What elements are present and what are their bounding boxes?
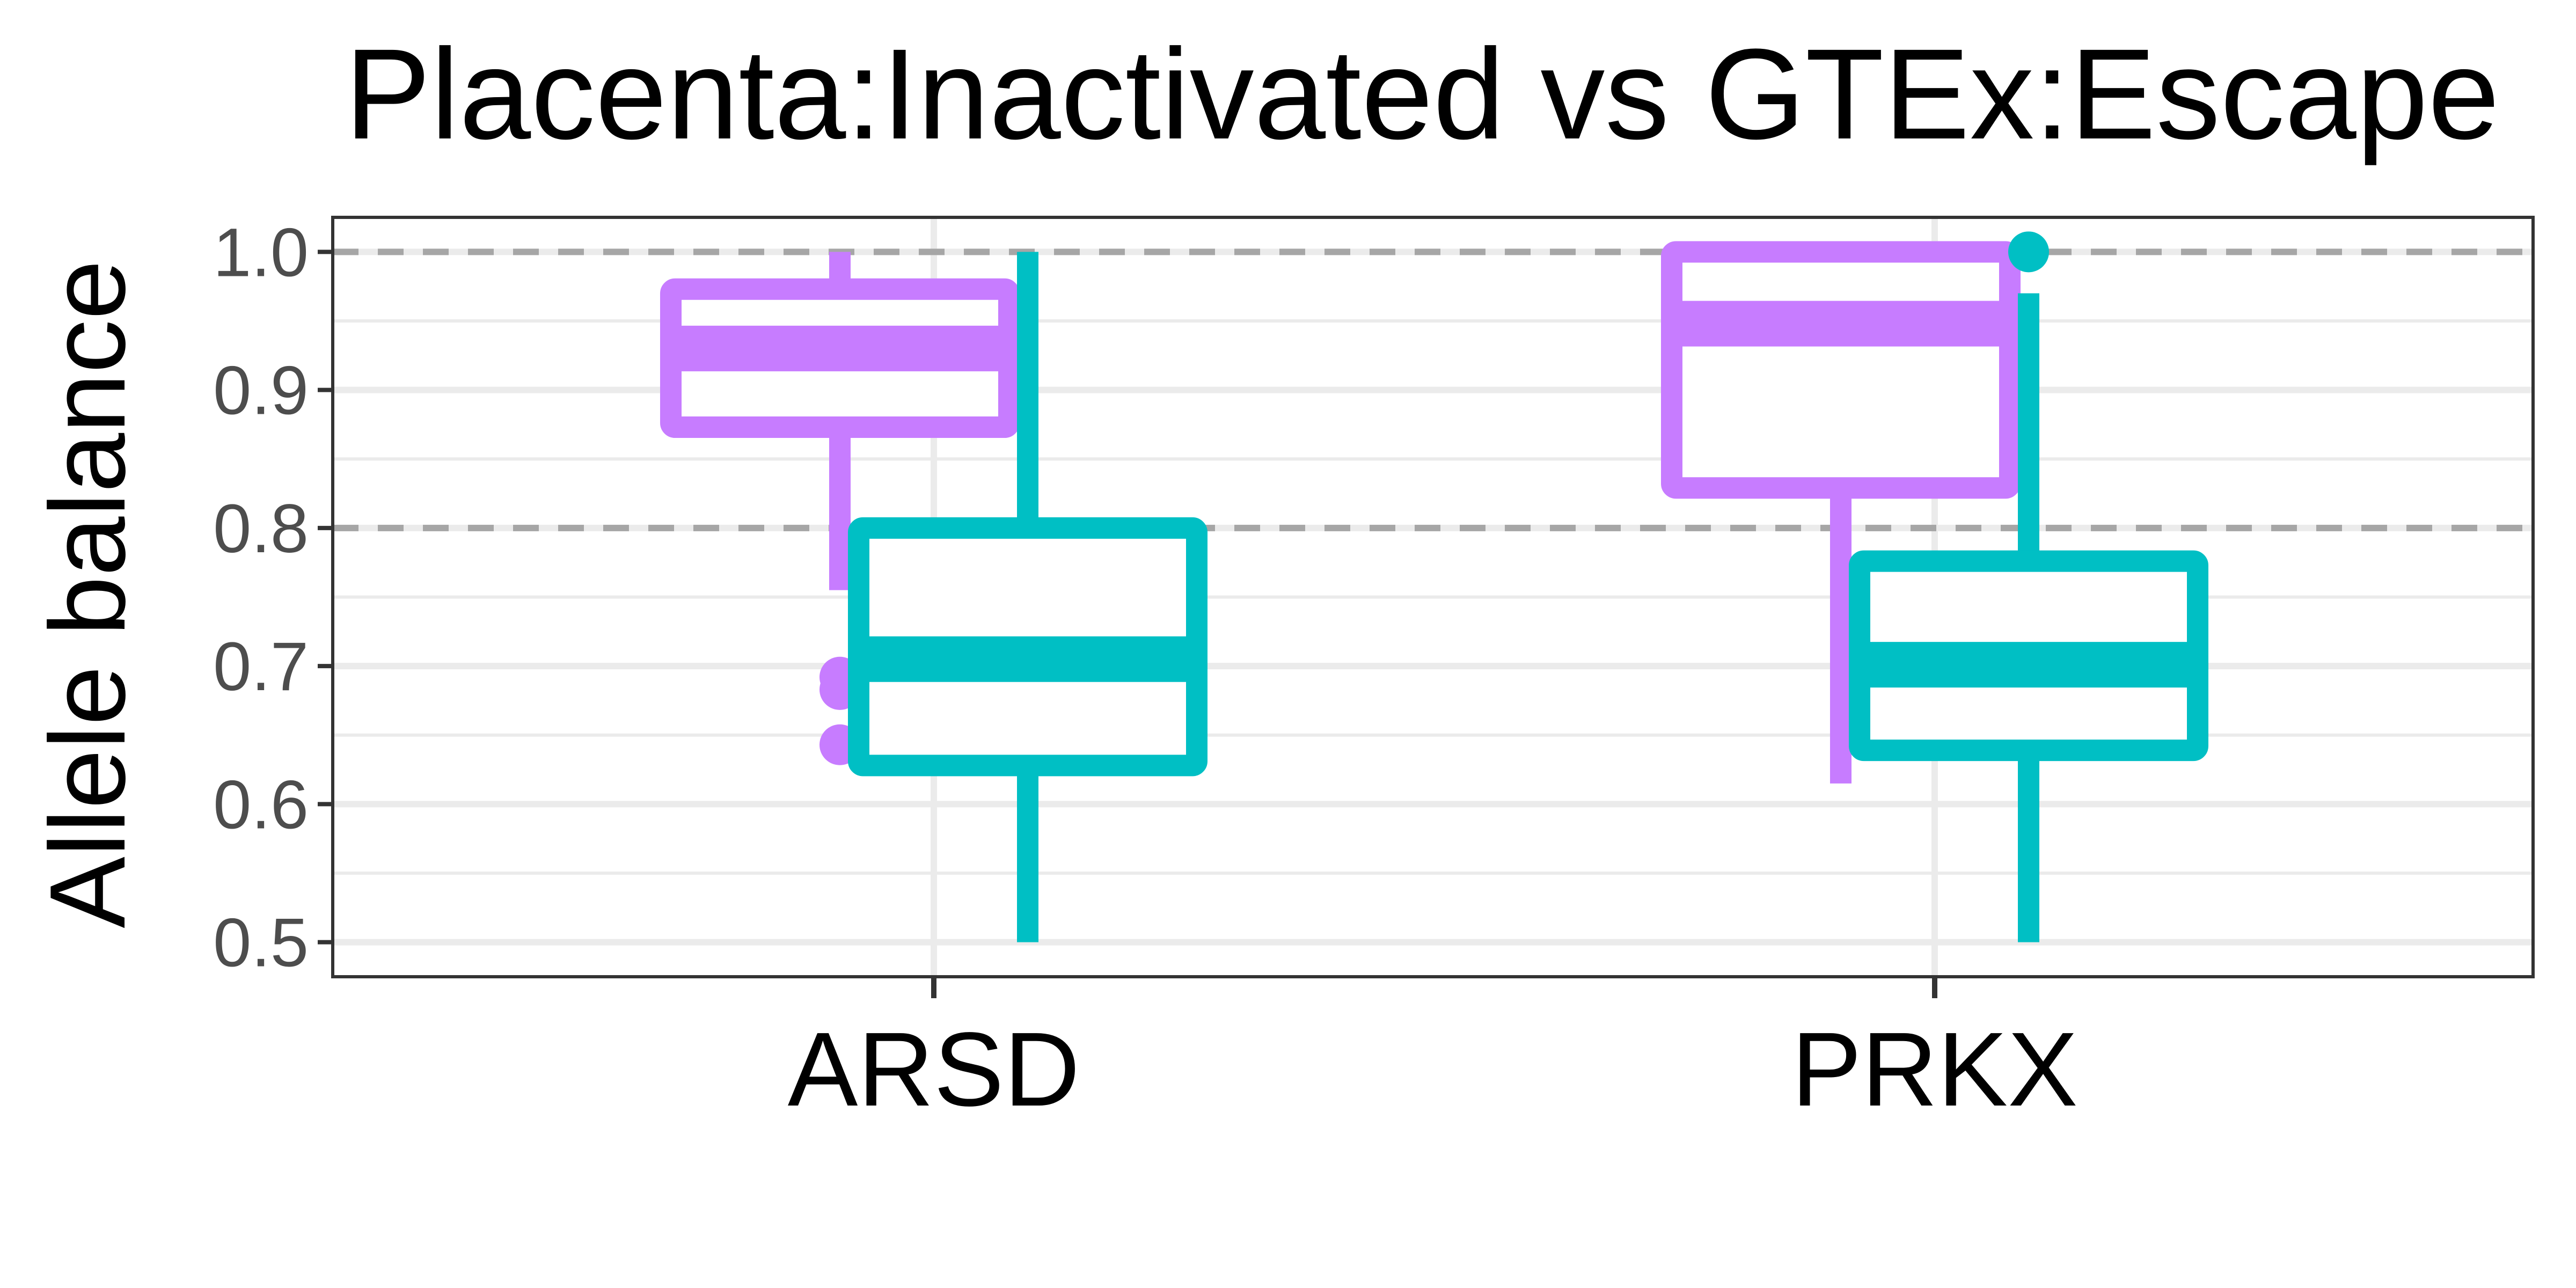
y-tick-label: 0.7 (213, 628, 309, 705)
y-axis-title: Allele balance (28, 260, 148, 928)
y-tick-label: 1.0 (213, 214, 309, 291)
chart-title: Placenta:Inactivated vs GTEx:Escape (345, 22, 2499, 166)
panel-border (331, 216, 2535, 978)
outlier-point (2008, 231, 2049, 273)
y-tick-label: 0.8 (213, 491, 309, 567)
plot-area: 0.5 0.6 0.7 0.8 0.9 1.0 ARSD PRKX (213, 214, 2535, 1128)
y-tick-label: 0.9 (213, 353, 309, 429)
y-tick-label: 0.5 (213, 905, 309, 982)
y-tick-label: 0.6 (213, 766, 309, 843)
x-tick-label: PRKX (1791, 1011, 2078, 1128)
box (1661, 241, 2021, 499)
x-tick-label: ARSD (788, 1011, 1080, 1128)
